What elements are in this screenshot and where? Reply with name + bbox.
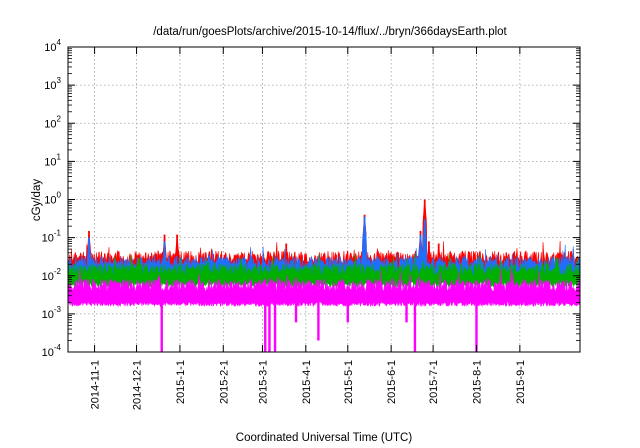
series-layer xyxy=(67,199,581,353)
x-tick-label: 2015-5-1 xyxy=(343,360,355,404)
y-tick-label: 101 xyxy=(44,152,61,168)
grid xyxy=(68,47,580,352)
series-1-peak xyxy=(437,243,440,258)
y-tick-label: 103 xyxy=(44,76,61,92)
series-4-dip xyxy=(413,297,417,352)
x-tick-label: 2015-8-1 xyxy=(471,360,483,404)
y-tick-labels: 10-4 10-3 10-2 10-1 100 101 102 103 104 xyxy=(42,38,62,359)
series-2-peak xyxy=(419,234,422,263)
y-tick-label: 10-1 xyxy=(42,229,62,245)
y-tick-label: 102 xyxy=(44,114,61,130)
x-axis-label: Coordinated Universal Time (UTC) xyxy=(236,432,413,444)
series-2-peak xyxy=(88,237,90,263)
series-4-dip xyxy=(273,297,277,352)
x-tick-label: 2014-11-1 xyxy=(90,360,102,409)
series-4-dip xyxy=(268,297,271,352)
series-1-peak xyxy=(428,241,430,258)
series-4-dip xyxy=(475,297,478,352)
series-4-dip xyxy=(317,297,320,341)
y-tick-label: 100 xyxy=(44,191,61,207)
y-tick-label: 104 xyxy=(44,38,61,54)
ticks xyxy=(68,46,580,353)
series-2-peak xyxy=(423,219,426,263)
y-axis-label: cGy/day xyxy=(31,179,43,221)
series-4-dip xyxy=(346,297,349,323)
x-tick-label: 2015-9-1 xyxy=(515,360,527,404)
chart-title: /data/run/goesPlots/archive/2015-10-14/f… xyxy=(153,26,507,38)
x-tick-labels: 2014-11-1 2014-12-1 2015-1-1 2015-2-1 2015-3… xyxy=(90,360,527,410)
series-4-dip xyxy=(294,297,298,323)
x-tick-label: 2015-2-1 xyxy=(218,360,230,404)
x-tick-label: 2015-3-1 xyxy=(257,360,269,404)
y-tick-label: 10-3 xyxy=(42,305,62,321)
x-tick-label: 2015-6-1 xyxy=(386,360,398,404)
series-2-peak xyxy=(363,216,366,263)
series-1-peak xyxy=(176,234,179,258)
x-tick-label: 2015-7-1 xyxy=(428,360,440,404)
series-4-dip xyxy=(264,297,267,352)
series-1-peak xyxy=(285,243,288,258)
x-tick-label: 2015-4-1 xyxy=(301,360,313,404)
y-tick-label: 10-2 xyxy=(42,267,62,283)
series-2-peak xyxy=(163,241,166,263)
x-tick-label: 2015-1-1 xyxy=(175,360,187,404)
x-tick-label: 2014-12-1 xyxy=(132,360,144,410)
series-4-dip xyxy=(160,297,163,352)
series-4-dip xyxy=(405,297,408,323)
y-tick-label: 10-4 xyxy=(42,343,62,359)
